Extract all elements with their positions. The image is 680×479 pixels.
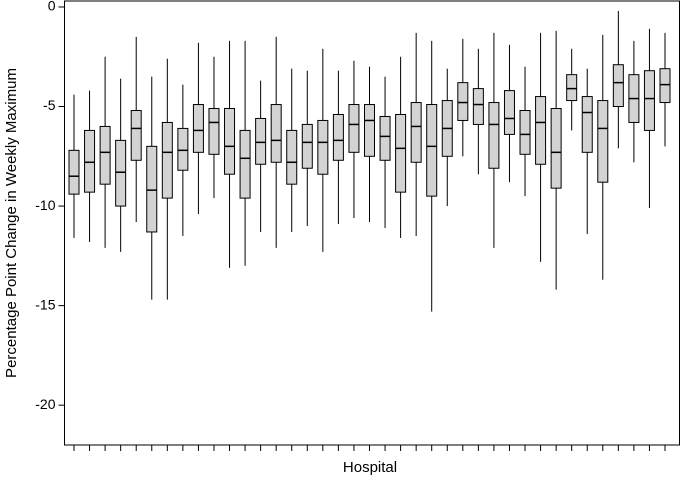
box <box>581 96 593 153</box>
box <box>348 104 360 153</box>
box <box>612 64 624 108</box>
box <box>503 90 515 135</box>
box <box>68 149 80 195</box>
box <box>239 129 251 199</box>
box <box>255 117 267 165</box>
box <box>488 102 500 169</box>
box <box>364 104 375 157</box>
box <box>535 96 547 165</box>
x-axis-label: Hospital <box>343 459 397 476</box>
y-axis-label: Percentage Point Change in Weekly Maximu… <box>3 68 20 378</box>
box <box>519 110 531 155</box>
box <box>270 104 282 163</box>
box <box>115 139 127 207</box>
box <box>395 113 407 193</box>
box <box>426 104 438 197</box>
box <box>192 104 204 153</box>
box <box>550 108 562 189</box>
box <box>177 127 189 171</box>
box <box>301 123 313 169</box>
box <box>161 121 173 199</box>
box <box>224 108 236 175</box>
box <box>99 125 111 185</box>
box <box>317 119 329 175</box>
y-tick-label: -5 <box>43 97 56 113</box>
box <box>379 115 391 161</box>
box <box>659 68 671 104</box>
box <box>286 129 298 185</box>
box <box>130 110 142 161</box>
box <box>332 113 344 161</box>
box <box>597 100 609 183</box>
y-tick-label: -20 <box>35 396 55 412</box>
box <box>146 145 158 233</box>
box <box>566 74 578 102</box>
box <box>643 70 655 131</box>
y-tick-label: -10 <box>35 197 55 213</box>
box <box>208 108 220 155</box>
y-tick-label: -15 <box>35 296 55 312</box>
box <box>472 88 484 125</box>
box <box>457 82 469 121</box>
box <box>410 102 422 163</box>
box <box>84 129 96 193</box>
y-tick-label: 0 <box>48 0 56 14</box>
